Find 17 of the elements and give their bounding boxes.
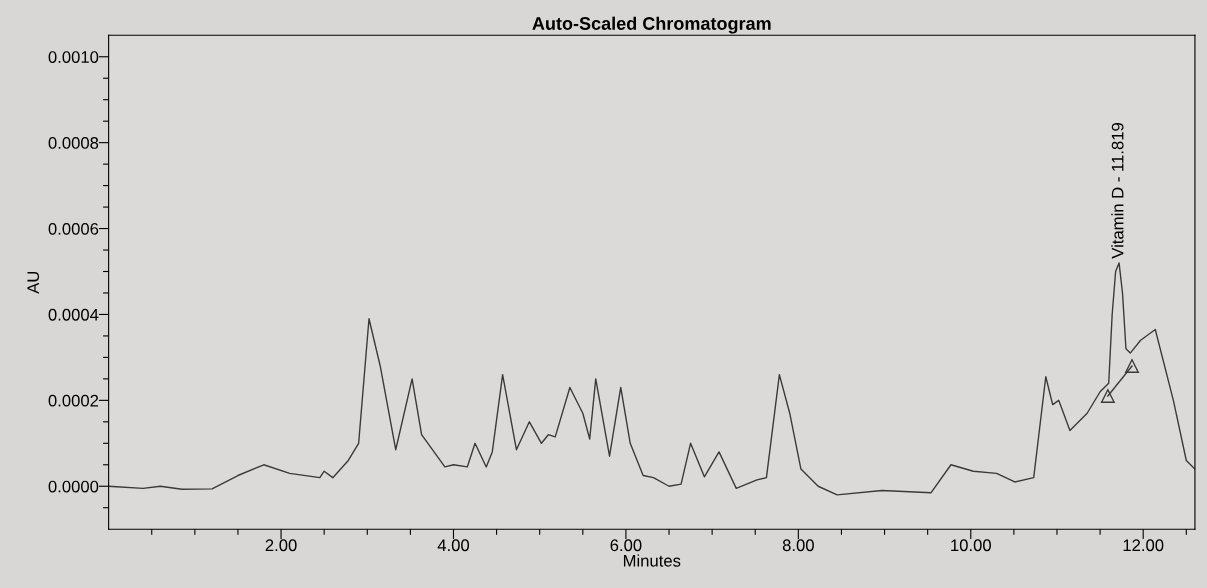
- x-tick-label: 12.00: [1123, 539, 1164, 552]
- x-tick-label: 8.00: [782, 539, 814, 552]
- x-axis-title: Minutes: [623, 554, 681, 567]
- x-tick-label: 2.00: [265, 539, 297, 552]
- y-tick-label: 0.0006: [48, 222, 99, 235]
- y-axis-title: AU: [27, 271, 40, 294]
- x-tick-label: 4.00: [437, 539, 470, 552]
- y-tick-label: 0.0010: [48, 51, 99, 63]
- y-tick-label: 0.0002: [48, 394, 99, 407]
- line-series: [108, 262, 1195, 496]
- y-tick-label: 0.0000: [48, 480, 99, 493]
- y-tick-label: 0.0008: [48, 137, 99, 149]
- x-tick-label: 6.00: [610, 539, 642, 552]
- x-tick-label: 10.00: [951, 539, 991, 552]
- annotation: Vitamin D - 11.819: [1111, 123, 1124, 259]
- chart-title: Auto-Scaled Chromatogram: [532, 16, 771, 34]
- y-tick-label: 0.0004: [48, 308, 99, 321]
